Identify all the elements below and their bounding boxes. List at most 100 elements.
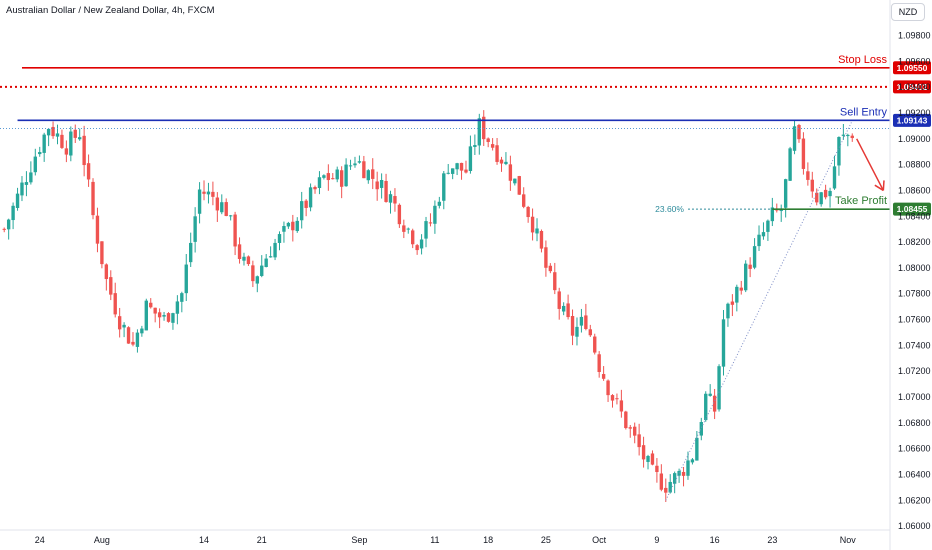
currency-button[interactable]: NZD [891,3,925,21]
candle [339,166,344,199]
candle [544,240,548,277]
candle [530,208,535,241]
candle [455,162,459,176]
candle [82,125,86,177]
candle [215,192,220,222]
candle [308,183,313,212]
candle [606,379,610,402]
candle [184,254,188,302]
time-tick-label: Nov [840,535,857,545]
svg-text:1.09143: 1.09143 [897,115,928,125]
fib-level-label: 23.60% [655,204,684,214]
candle [832,155,837,190]
candle [508,155,513,191]
candle [371,158,375,190]
candle [655,458,659,483]
chart-title: Australian Dollar / New Zealand Dollar, … [6,5,215,16]
candle [366,169,370,184]
candle [828,187,832,208]
candle [610,394,615,408]
price-badge: 1.09550 [893,61,931,75]
time-axis[interactable]: 24 Aug 14 21 Sep 11 18 25 Oct 9 16 23 Nov [0,529,890,545]
candle [712,388,717,420]
candle [495,138,499,165]
candle [117,307,122,338]
candle [806,162,810,186]
candle [681,466,686,487]
candle [628,424,632,438]
candle [237,237,242,264]
candle [193,207,197,253]
time-tick-label: 9 [654,535,659,545]
candle [317,171,322,195]
candle [197,182,202,224]
candle [468,135,473,174]
candle [375,171,379,201]
svg-text:1.09550: 1.09550 [897,63,928,73]
price-axis[interactable]: 1.09800 1.09600 1.09400 1.09200 1.09000 1.088… [889,0,931,550]
candle [273,238,277,261]
candle [584,303,588,331]
candle [171,312,175,330]
candle [433,200,437,234]
candle [815,188,819,206]
candle [255,275,259,293]
candle [300,191,304,229]
candle [402,219,406,239]
candle [251,260,255,288]
candle [593,333,597,355]
candle [633,422,637,444]
candle [78,128,82,141]
candle [69,126,73,162]
candle [526,205,530,223]
candle [699,417,703,441]
candle [326,164,331,191]
candle [615,393,619,405]
candle [211,181,215,206]
candle [464,160,468,174]
candle [757,225,761,251]
candle [557,287,561,320]
candle [242,252,246,266]
candle [539,229,544,253]
price-tick-label: 1.07400 [898,340,931,350]
candle [144,298,148,331]
candle [810,171,814,198]
candle [597,351,601,378]
candle [202,180,206,201]
candle [157,308,162,329]
price-tick-label: 1.09800 [898,30,931,40]
candle [424,216,428,248]
candle [264,254,268,268]
candle [748,257,752,278]
candle [841,123,846,140]
candle [726,302,730,327]
candle [730,294,735,317]
candle [561,302,566,316]
candle [220,194,224,215]
candle [450,168,455,180]
candle [761,222,766,240]
candle [73,124,77,144]
price-badge: 1.09402 [893,80,931,94]
candle [739,280,743,295]
candle [162,311,166,321]
candle [788,146,792,181]
sell-entry-label: Sell Entry [840,106,888,118]
price-tick-label: 1.09400 [898,82,931,92]
candle [783,178,788,218]
candle [708,384,712,397]
candle [122,322,126,338]
candle [286,221,291,229]
candle [260,255,264,278]
price-tick-label: 1.08800 [898,160,931,170]
time-tick-label: Sep [351,535,367,545]
candle [459,162,464,180]
candle [570,309,575,346]
candle [499,156,504,172]
candle [775,203,779,213]
candle [601,366,606,381]
time-tick-label: 16 [710,535,720,545]
candle [20,176,24,202]
